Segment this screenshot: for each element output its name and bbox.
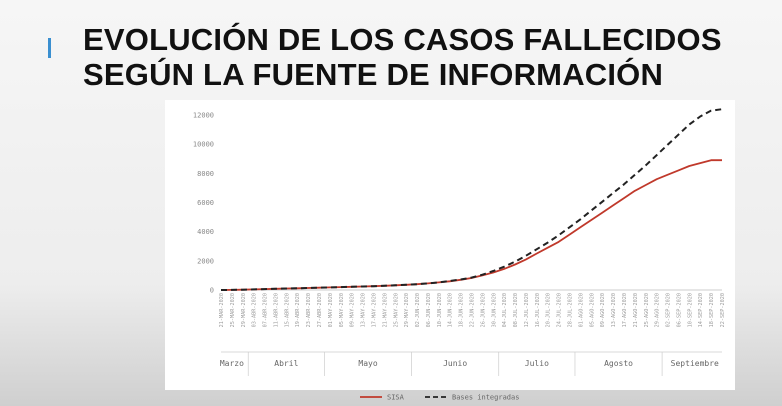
legend-label-sisa: SISA	[387, 394, 405, 402]
chart-panel	[165, 100, 735, 390]
x-tick-label: 28-JUL-2020	[568, 293, 574, 327]
x-tick-label: 11-ABR-2020	[273, 293, 279, 327]
x-tick-label: 22-JUN-2020	[470, 293, 476, 327]
x-tick-label: 17-AGO-2020	[622, 293, 628, 327]
x-tick-label: 20-JUL-2020	[546, 293, 552, 327]
x-tick-label: 12-JUL-2020	[524, 293, 530, 327]
x-tick-label: 18-SEP-2020	[709, 293, 715, 327]
x-tick-label: 07-ABR-2020	[263, 293, 269, 327]
x-tick-label: 14-SEP-2020	[698, 293, 704, 327]
x-tick-label: 09-AGO-2020	[600, 293, 606, 327]
x-tick-label: 21-MAR-2020	[219, 293, 225, 327]
y-tick-label: 0	[210, 287, 214, 295]
x-tick-label: 01-AGO-2020	[578, 293, 584, 327]
title-line-2: SEGÚN LA FUENTE DE INFORMACIÓN	[83, 57, 664, 92]
x-tick-label: 13-AGO-2020	[611, 293, 617, 327]
month-label: Junio	[443, 359, 467, 368]
y-tick-label: 10000	[193, 141, 214, 149]
x-tick-label: 17-MAY-2020	[371, 293, 377, 327]
x-tick-label: 18-JUN-2020	[459, 293, 465, 327]
month-label: Marzo	[220, 359, 244, 368]
month-label: Agosto	[604, 359, 633, 368]
y-tick-label: 4000	[197, 228, 214, 236]
x-tick-label: 26-JUN-2020	[480, 293, 486, 327]
x-tick-label: 19-ABR-2020	[295, 293, 301, 327]
x-tick-label: 04-JUL-2020	[502, 293, 508, 327]
x-tick-label: 05-MAY-2020	[339, 293, 345, 327]
x-tick-label: 09-MAY-2020	[350, 293, 356, 327]
page-title: EVOLUCIÓN DE LOS CASOS FALLECIDOS SEGÚN …	[83, 22, 722, 92]
x-tick-label: 29-MAY-2020	[404, 293, 410, 327]
x-tick-label: 02-JUN-2020	[415, 293, 421, 327]
y-tick-label: 12000	[193, 112, 214, 120]
x-tick-label: 24-JUL-2020	[557, 293, 563, 327]
title-line-1: EVOLUCIÓN DE LOS CASOS FALLECIDOS	[83, 22, 722, 57]
x-tick-label: 16-JUL-2020	[535, 293, 541, 327]
x-tick-label: 29-MAR-2020	[241, 293, 247, 327]
accent-bar	[48, 38, 51, 58]
x-tick-label: 13-MAY-2020	[361, 293, 367, 327]
x-tick-label: 01-MAY-2020	[328, 293, 334, 327]
x-tick-label: 21-MAY-2020	[382, 293, 388, 327]
x-tick-label: 25-AGO-2020	[644, 293, 650, 327]
x-tick-label: 25-MAY-2020	[393, 293, 399, 327]
x-tick-label: 30-JUN-2020	[491, 293, 497, 327]
month-label: Mayo	[358, 359, 377, 368]
month-label: Abril	[274, 359, 298, 368]
x-tick-label: 29-AGO-2020	[655, 293, 661, 327]
month-label: Septiembre	[671, 359, 719, 368]
month-label: Julio	[525, 359, 549, 368]
x-tick-label: 05-AGO-2020	[589, 293, 595, 327]
x-tick-label: 14-JUN-2020	[448, 293, 454, 327]
x-tick-label: 02-SEP-2020	[666, 293, 672, 327]
x-tick-label: 03-ABR-2020	[252, 293, 258, 327]
y-tick-label: 8000	[197, 170, 214, 178]
y-tick-label: 6000	[197, 199, 214, 207]
legend-label-bases: Bases integradas	[452, 394, 519, 402]
x-tick-label: 06-SEP-2020	[676, 293, 682, 327]
x-tick-label: 22-SEP-2020	[720, 293, 726, 327]
series-line-bases-integradas	[220, 108, 723, 291]
x-tick-label: 15-ABR-2020	[284, 293, 290, 327]
x-tick-label: 08-JUL-2020	[513, 293, 519, 327]
x-tick-label: 27-ABR-2020	[317, 293, 323, 327]
x-tick-label: 10-JUN-2020	[437, 293, 443, 327]
x-tick-label: 06-JUN-2020	[426, 293, 432, 327]
x-tick-label: 21-AGO-2020	[633, 293, 639, 327]
x-tick-label: 25-MAR-2020	[230, 293, 236, 327]
x-tick-label: 23-ABR-2020	[306, 293, 312, 327]
y-tick-label: 2000	[197, 257, 214, 265]
x-tick-label: 10-SEP-2020	[687, 293, 693, 327]
